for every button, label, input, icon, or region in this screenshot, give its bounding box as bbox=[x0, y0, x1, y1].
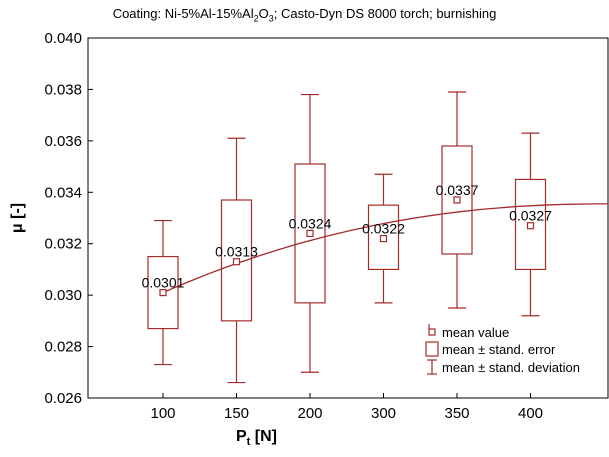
se-box bbox=[147, 255, 179, 330]
mean-marker bbox=[306, 229, 314, 238]
mean-marker bbox=[159, 288, 167, 297]
x-tick-label: 350 bbox=[444, 405, 469, 422]
mean-data-label: 0.0322 bbox=[362, 221, 405, 237]
x-axis-label: Pt [N] bbox=[236, 428, 277, 449]
y-axis-label: μ [-] bbox=[9, 203, 26, 233]
x-tick-label: 150 bbox=[224, 405, 249, 422]
mean-marker bbox=[232, 258, 241, 266]
y-tick-label: 0.032 bbox=[44, 236, 82, 253]
mean-data-label: 0.0324 bbox=[289, 215, 332, 231]
mean-data-label: 0.0327 bbox=[509, 208, 552, 224]
mean-data-label: 0.0337 bbox=[436, 182, 479, 198]
y-tick-label: 0.030 bbox=[44, 287, 82, 304]
y-tick-label: 0.038 bbox=[44, 81, 82, 98]
y-tick-label: 0.040 bbox=[44, 30, 82, 47]
legend-label: mean ± stand. error bbox=[442, 342, 556, 357]
x-tick-label: 400 bbox=[518, 405, 543, 422]
y-tick-label: 0.034 bbox=[44, 184, 82, 201]
se-box bbox=[294, 163, 326, 304]
mean-data-label: 0.0313 bbox=[215, 244, 258, 260]
y-tick-label: 0.028 bbox=[44, 339, 82, 356]
mean-data-label: 0.0301 bbox=[142, 275, 185, 291]
mean-marker bbox=[526, 222, 535, 230]
legend-label: mean ± stand. deviation bbox=[442, 360, 580, 375]
se-box bbox=[220, 199, 253, 322]
y-tick-label: 0.036 bbox=[44, 133, 82, 150]
mean-marker bbox=[453, 196, 461, 204]
plot-frame bbox=[87, 37, 609, 399]
se-box bbox=[514, 178, 547, 271]
x-tick-label: 300 bbox=[371, 405, 396, 422]
x-tick-label: 100 bbox=[150, 405, 175, 422]
se-box bbox=[441, 145, 473, 255]
mean-marker bbox=[379, 234, 388, 243]
legend-label: mean value bbox=[442, 325, 509, 340]
x-tick-label: 200 bbox=[297, 405, 322, 422]
chart-title: Coating: Ni-5%Al-15%Al2O3; Casto-Dyn DS … bbox=[112, 6, 497, 24]
y-tick-label: 0.026 bbox=[44, 390, 82, 407]
se-box bbox=[367, 204, 400, 271]
legend-box-symbol bbox=[425, 341, 439, 357]
legend-mean-symbol bbox=[428, 328, 436, 336]
